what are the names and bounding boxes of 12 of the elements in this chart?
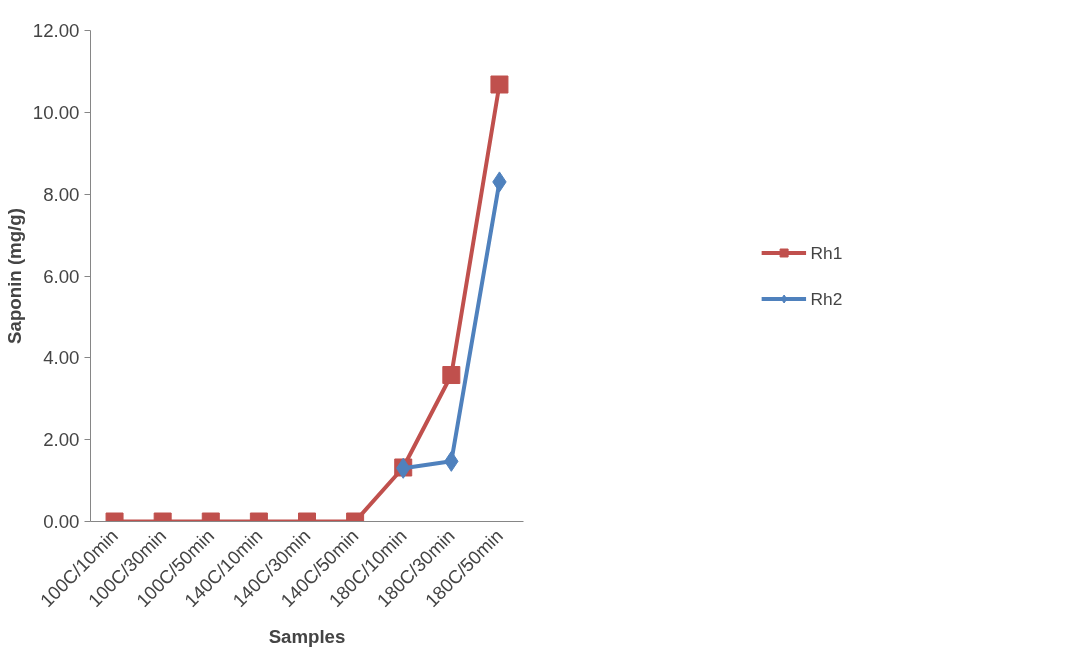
point	[490, 75, 509, 94]
y-tick-label: 10.00	[32, 101, 80, 123]
x-axis-title: Samples	[268, 626, 346, 648]
y-tick-label: 2.00	[43, 429, 80, 451]
y-tick-label: 12.00	[32, 20, 80, 41]
y-tick-label: 0.00	[43, 511, 80, 532]
y-tick-label: 4.00	[43, 347, 80, 369]
legend-label: Rh1	[810, 242, 843, 263]
y-tick-label: 6.00	[43, 265, 80, 287]
y-axis-title: Saponin (mg/g)	[3, 208, 25, 344]
legend-label: Rh2	[810, 288, 843, 309]
y-tick-label: 8.00	[43, 183, 80, 205]
